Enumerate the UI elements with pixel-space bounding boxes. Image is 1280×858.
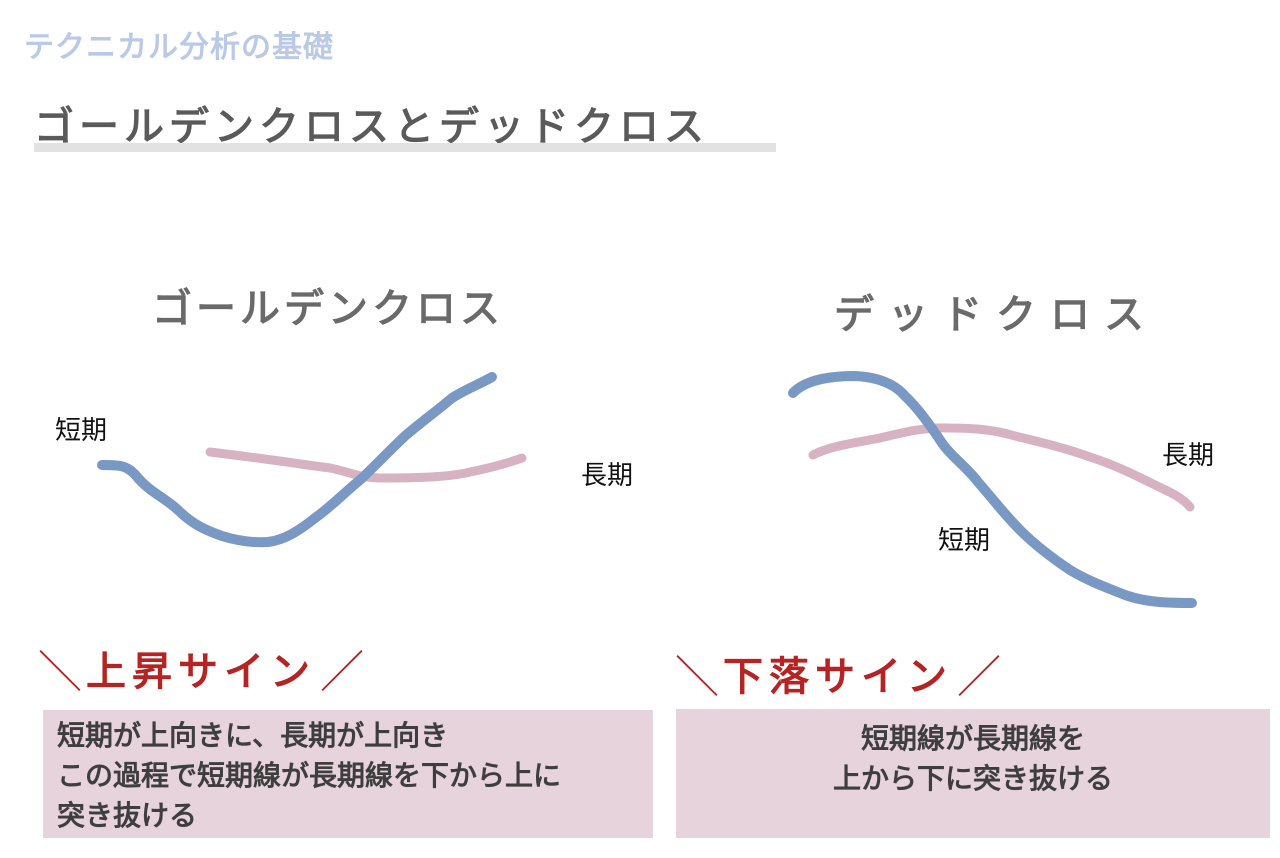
golden-short-line xyxy=(97,372,497,548)
dead-long-label: 長期 xyxy=(1162,441,1215,471)
golden-description-line: 短期が上向きに、長期が上向き xyxy=(57,719,449,752)
dead-description-line: 上から下に突き抜ける xyxy=(832,762,1113,795)
page-title: ゴールデンクロスとデッドクロス xyxy=(34,104,709,150)
dead-signal: ＼ 下落サイン ／ xyxy=(675,641,1001,705)
golden-long-label: 長期 xyxy=(581,461,634,491)
dead-signal-text: 下落サイン xyxy=(723,654,953,700)
section-title: テクニカル分析の基礎 xyxy=(24,30,334,65)
golden-short-label: 短期 xyxy=(55,416,108,446)
signal-slash-right: ／ xyxy=(320,647,364,698)
dead-description-box: 短期線が長期線を 上から下に突き抜ける xyxy=(676,709,1270,838)
golden-signal: ＼ 上昇サイン ／ xyxy=(38,636,364,700)
dead-short-label: 短期 xyxy=(938,526,991,556)
dead-short-line xyxy=(788,371,1197,608)
golden-long-line xyxy=(205,447,527,483)
golden-description-line: 突き抜ける xyxy=(57,799,198,832)
signal-slash-left: ＼ xyxy=(675,652,719,703)
golden-cross-heading: ゴールデンクロス xyxy=(152,286,504,332)
signal-slash-right: ／ xyxy=(957,652,1001,703)
dead-cross-heading: デッドクロス xyxy=(834,292,1158,338)
dead-description-line: 短期線が長期線を xyxy=(860,722,1085,755)
golden-description-box: 短期が上向きに、長期が上向き この過程で短期線が長期線を下から上に 突き抜ける xyxy=(43,710,653,838)
signal-slash-left: ＼ xyxy=(38,647,82,698)
golden-signal-text: 上昇サイン xyxy=(86,649,316,695)
golden-description-line: この過程で短期線が長期線を下から上に xyxy=(57,759,562,792)
dead-long-line xyxy=(808,423,1195,512)
title-underline xyxy=(34,143,776,152)
